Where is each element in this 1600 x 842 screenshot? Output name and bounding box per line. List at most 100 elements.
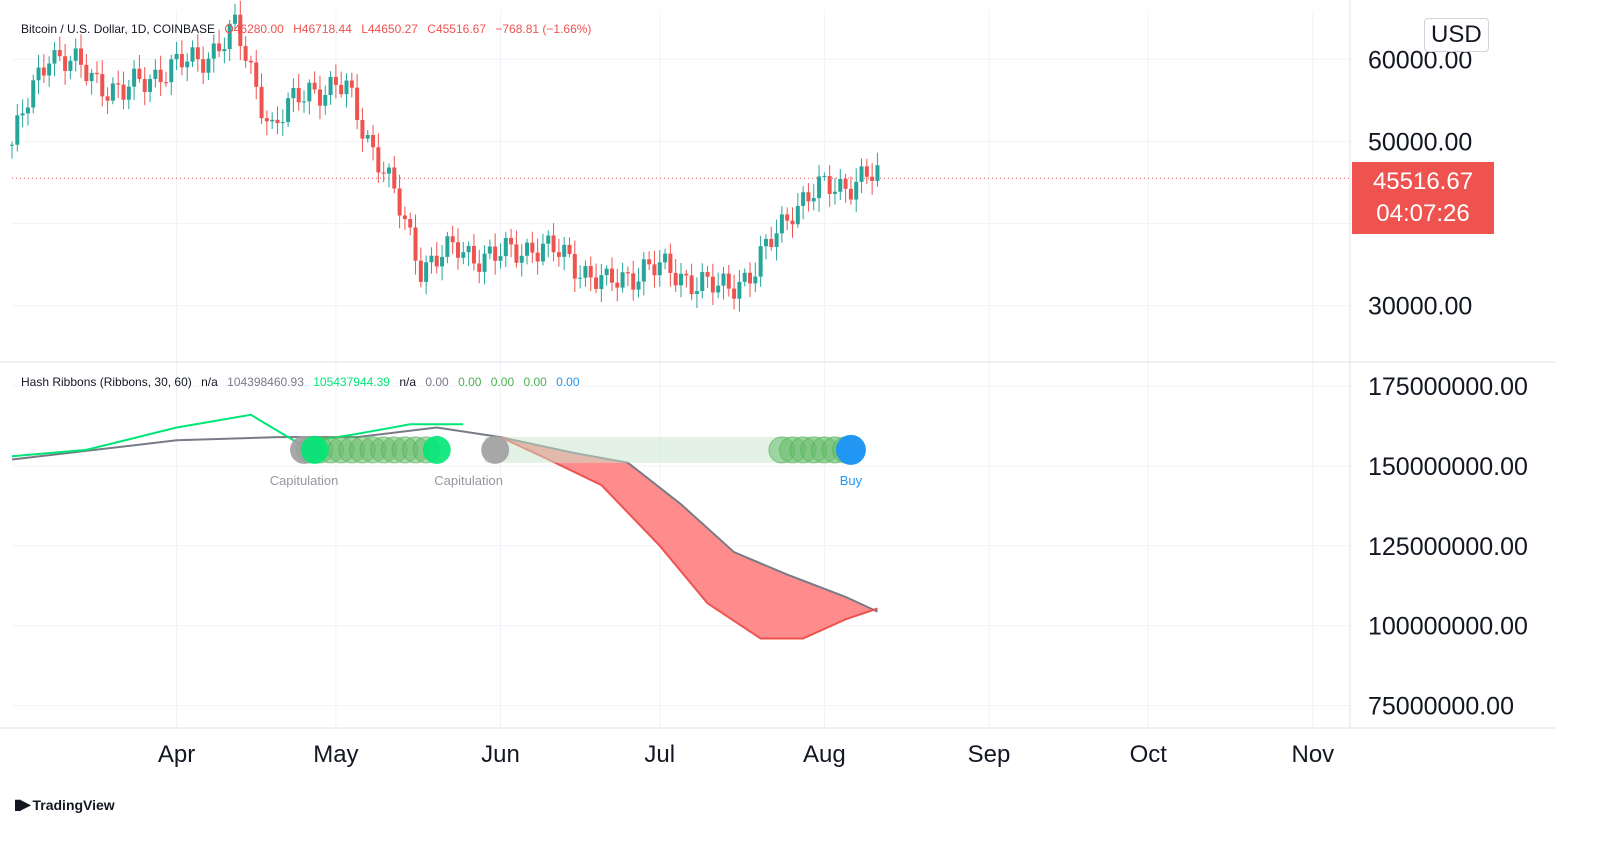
- candle-body: [211, 43, 216, 59]
- indicator-value-1: n/a: [201, 375, 218, 389]
- indicator-value-7: 0.00: [490, 375, 515, 389]
- candle-body: [365, 135, 370, 139]
- candle-body: [652, 264, 657, 276]
- low-value: L44650.27: [361, 22, 418, 36]
- candle-body: [15, 115, 20, 145]
- candle-body: [588, 266, 593, 278]
- indicator-value-5: 0.00: [425, 375, 449, 389]
- candle-body: [381, 172, 386, 174]
- candle-body: [742, 272, 747, 282]
- x-axis-label: May: [313, 741, 358, 768]
- candle-body: [110, 83, 115, 101]
- fast-hashrate-line-capitulation: [500, 436, 878, 640]
- candle-body: [710, 276, 715, 293]
- indicator-value-2: 104398460.93: [227, 375, 304, 389]
- candle-body: [540, 243, 545, 262]
- capitulation-ribbon-fill: [500, 437, 878, 639]
- candle-body: [94, 72, 99, 75]
- tradingview-logo[interactable]: ▮▶ TradingView: [14, 796, 115, 813]
- candle-body: [864, 166, 869, 177]
- candle-body: [31, 80, 36, 108]
- currency-button[interactable]: USD: [1424, 18, 1489, 52]
- candle-body: [79, 48, 84, 65]
- candle-body: [774, 233, 779, 248]
- candle-body: [530, 242, 535, 253]
- indicator-axis-label: 150000000.00: [1368, 453, 1528, 481]
- x-axis-label: Oct: [1130, 741, 1168, 768]
- indicator-axis-label: 125000000.00: [1368, 533, 1528, 561]
- candle-body: [163, 82, 168, 84]
- candle-body: [832, 191, 837, 194]
- candle-body: [487, 246, 492, 254]
- candle-body: [636, 281, 641, 290]
- price-axis-label: 50000.00: [1368, 128, 1472, 156]
- candle-body: [355, 87, 360, 121]
- candle-body: [859, 166, 864, 182]
- candle-body: [572, 253, 577, 279]
- candle-body: [726, 273, 731, 289]
- candle-body: [790, 220, 795, 225]
- price-axis-label: 30000.00: [1368, 293, 1472, 321]
- candle-body: [779, 214, 784, 234]
- candle-body: [620, 272, 625, 288]
- indicator-value-8: 0.00: [523, 375, 547, 389]
- candle-body: [668, 253, 673, 273]
- indicator-axis-label: 100000000.00: [1368, 613, 1528, 641]
- candle-body: [248, 60, 253, 63]
- candle-body: [732, 288, 737, 299]
- candle-body: [594, 277, 599, 289]
- candle-body: [153, 69, 158, 79]
- candle-body: [302, 101, 307, 103]
- change-value: −768.81 (−1.66%): [495, 22, 592, 36]
- candle-body: [493, 246, 498, 261]
- candle-body: [599, 275, 604, 289]
- candle-body: [721, 273, 726, 286]
- candle-body: [10, 144, 14, 146]
- open-value: O46280.00: [224, 22, 284, 36]
- candle-body: [296, 87, 301, 103]
- capitulation-label: Capitulation: [270, 473, 339, 488]
- candle-body: [280, 122, 285, 124]
- candle-body: [583, 266, 588, 278]
- candle-body: [201, 59, 206, 73]
- candle-body: [679, 273, 683, 286]
- x-axis-label: Apr: [158, 741, 195, 768]
- candle-body: [689, 275, 694, 295]
- candle-body: [105, 96, 110, 101]
- candle-body: [647, 259, 652, 265]
- indicator-value-6: 0.00: [458, 375, 482, 389]
- candle-body: [132, 68, 137, 87]
- symbol-label[interactable]: Bitcoin / U.S. Dollar, 1D, COINBASE: [21, 22, 216, 36]
- candle-body: [84, 64, 89, 82]
- candle-body: [424, 262, 429, 282]
- candle-body: [806, 192, 811, 202]
- candle-body: [386, 167, 391, 174]
- candle-body: [509, 237, 514, 245]
- candle-body: [25, 107, 30, 114]
- candle-body: [179, 53, 184, 68]
- candle-body: [222, 49, 227, 52]
- candle-body: [525, 242, 530, 256]
- candle-body: [323, 94, 328, 106]
- candle-body: [317, 89, 322, 106]
- candle-body: [259, 86, 264, 119]
- candle-body: [52, 50, 57, 64]
- indicator-name[interactable]: Hash Ribbons (Ribbons, 30, 60): [21, 375, 192, 389]
- last-price-value: 45516.67: [1372, 168, 1474, 195]
- candle-body: [769, 238, 774, 248]
- candle-body: [763, 238, 768, 247]
- candle-body: [349, 80, 354, 88]
- candle-body: [286, 98, 291, 123]
- candle-body: [190, 47, 195, 62]
- candle-body: [456, 242, 460, 258]
- candle-body: [795, 205, 800, 225]
- signal-marker: [481, 435, 510, 464]
- candles: [10, 0, 880, 312]
- candle-body: [312, 82, 317, 90]
- indicator-legend: Hash Ribbons (Ribbons, 30, 60) n/a 10439…: [21, 375, 586, 389]
- candle-body: [748, 272, 753, 284]
- candle-body: [753, 276, 758, 284]
- signal-marker: [422, 435, 451, 464]
- buy-label: Buy: [840, 473, 863, 488]
